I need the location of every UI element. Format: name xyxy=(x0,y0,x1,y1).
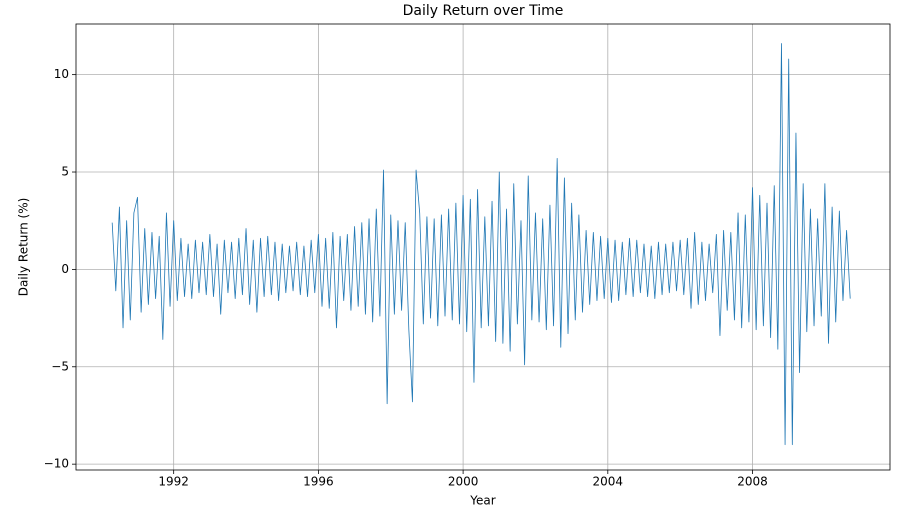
y-tick-label: −10 xyxy=(44,457,69,471)
x-tick-label: 2008 xyxy=(737,475,768,489)
x-tick-label: 1992 xyxy=(158,475,189,489)
y-tick-label: 0 xyxy=(61,262,69,276)
y-tick-label: 10 xyxy=(54,67,69,81)
y-tick-label: −5 xyxy=(51,359,69,373)
x-tick-label: 2000 xyxy=(448,475,479,489)
chart-title: Daily Return over Time xyxy=(403,3,564,19)
y-axis-label: Daily Return (%) xyxy=(17,198,31,297)
plot-frame xyxy=(75,23,891,471)
x-tick-label: 2004 xyxy=(593,475,624,489)
y-tick-label: 5 xyxy=(61,165,69,179)
x-tick-label: 1996 xyxy=(303,475,334,489)
data-line xyxy=(111,43,851,446)
x-axis-label: Year xyxy=(469,494,495,508)
